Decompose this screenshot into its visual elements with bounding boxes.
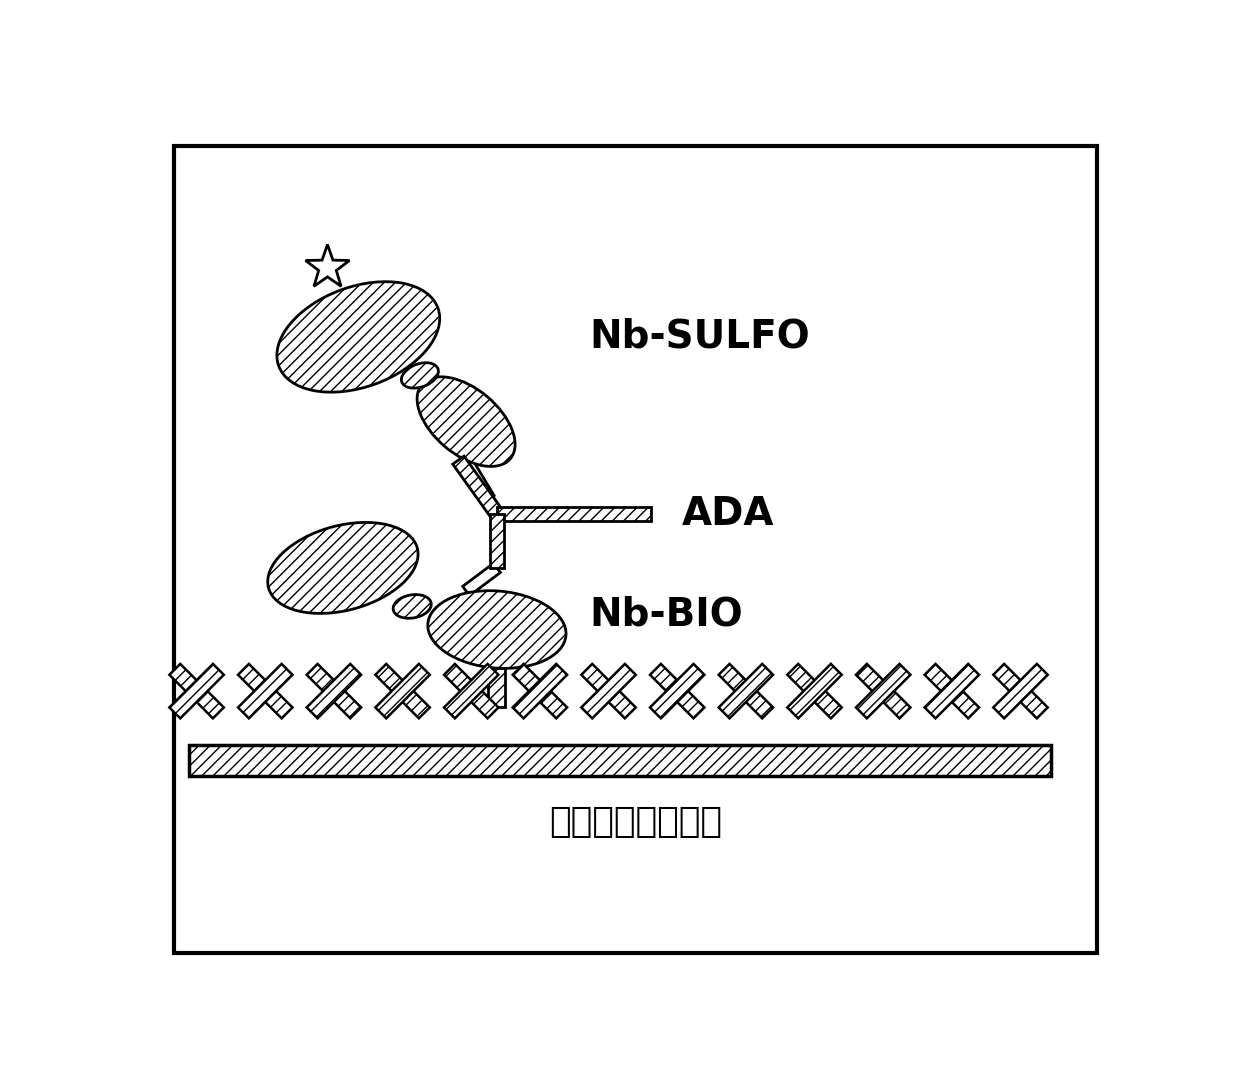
Polygon shape: [444, 664, 498, 718]
Polygon shape: [787, 664, 842, 718]
Ellipse shape: [268, 522, 418, 614]
Polygon shape: [497, 507, 651, 521]
Polygon shape: [461, 457, 495, 502]
Ellipse shape: [428, 591, 565, 668]
Polygon shape: [463, 564, 501, 595]
Polygon shape: [306, 664, 361, 718]
Polygon shape: [444, 664, 498, 718]
Polygon shape: [582, 664, 636, 718]
Text: Nb-BIO: Nb-BIO: [589, 595, 743, 633]
Polygon shape: [993, 664, 1048, 718]
Polygon shape: [453, 456, 502, 518]
Polygon shape: [993, 664, 1048, 718]
Polygon shape: [650, 664, 704, 718]
Polygon shape: [719, 664, 773, 718]
Polygon shape: [512, 664, 567, 718]
Polygon shape: [376, 664, 430, 718]
Polygon shape: [650, 664, 704, 718]
Polygon shape: [512, 664, 567, 718]
Polygon shape: [306, 664, 361, 718]
Ellipse shape: [277, 282, 440, 392]
Ellipse shape: [417, 376, 515, 467]
Polygon shape: [489, 668, 506, 706]
Polygon shape: [305, 245, 350, 286]
Text: Nb-SULFO: Nb-SULFO: [589, 318, 810, 356]
Polygon shape: [238, 664, 293, 718]
Polygon shape: [787, 664, 842, 718]
Polygon shape: [376, 664, 430, 718]
Polygon shape: [856, 664, 910, 718]
Polygon shape: [490, 514, 503, 568]
Text: ADA: ADA: [682, 495, 774, 533]
Polygon shape: [170, 664, 224, 718]
Ellipse shape: [402, 362, 439, 388]
Bar: [188, 745, 1052, 776]
Polygon shape: [719, 664, 773, 718]
Polygon shape: [925, 664, 980, 718]
Ellipse shape: [393, 594, 432, 618]
Text: 链霞抗生物素蛋白: 链霞抗生物素蛋白: [549, 805, 722, 839]
Polygon shape: [238, 664, 293, 718]
Polygon shape: [170, 664, 224, 718]
Polygon shape: [925, 664, 980, 718]
Polygon shape: [856, 664, 910, 718]
Polygon shape: [582, 664, 636, 718]
